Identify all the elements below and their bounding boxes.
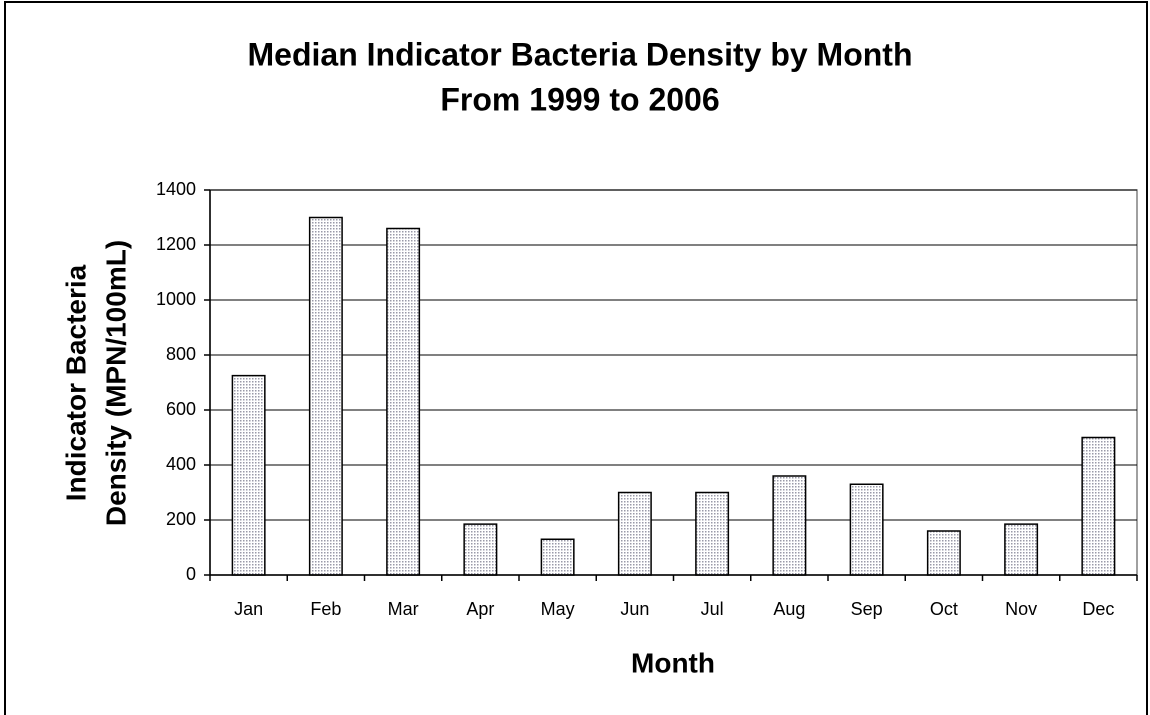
bar [926,530,961,576]
frame [4,1,1148,715]
bar [231,374,266,576]
y-tick-label: 0 [186,564,196,584]
x-tick-label: Oct [930,599,958,619]
bar [772,475,807,576]
x-tick-label: Jul [701,599,724,619]
bar [695,491,730,576]
y-tick-label: 1000 [156,289,196,309]
bar [617,491,652,576]
y-tick-label: 800 [166,344,196,364]
bar [849,483,884,576]
bar [540,538,575,576]
x-tick-label: Feb [310,599,341,619]
bar [308,216,343,576]
plot-area [209,189,1138,576]
x-tick-label: Apr [466,599,494,619]
y-axis-title: Indicator Bacteria [60,264,91,501]
y-tick-label: 1200 [156,234,196,254]
x-tick-label: Jun [620,599,649,619]
y-axis-title: Density (MPN/100mL) [100,240,131,526]
x-tick-label: Aug [773,599,805,619]
x-tick-label: Sep [851,599,883,619]
bar [386,227,421,576]
x-axis-title: Month [631,647,715,678]
chart-title: Median Indicator Bacteria Density by Mon… [248,36,913,72]
bar [1081,436,1116,576]
x-tick-label: May [541,599,575,619]
bar [463,523,498,576]
y-tick-label: 600 [166,399,196,419]
y-tick-label: 200 [166,509,196,529]
x-tick-label: Dec [1082,599,1114,619]
x-tick-label: Jan [234,599,263,619]
y-tick-label: 1400 [156,179,196,199]
chart-title: From 1999 to 2006 [440,81,719,117]
bar [1004,523,1039,576]
y-tick-label: 400 [166,454,196,474]
x-tick-label: Nov [1005,599,1037,619]
x-tick-label: Mar [388,599,419,619]
